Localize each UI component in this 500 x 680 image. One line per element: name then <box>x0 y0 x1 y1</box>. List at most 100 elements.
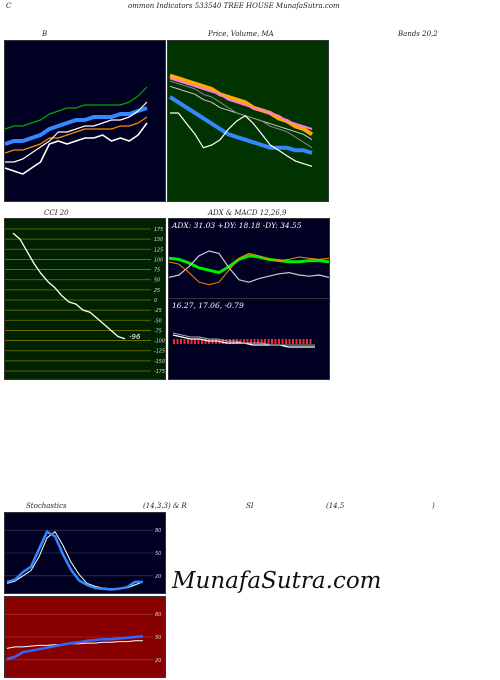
macd-histogram-bar <box>288 339 291 344</box>
price-ma-chart <box>168 73 314 167</box>
macd-histogram-bar <box>253 339 256 344</box>
cci-line <box>12 232 126 340</box>
cci-tick-label: 175 <box>154 227 163 233</box>
bollinger-middle-band <box>5 106 148 146</box>
cci-tick-label: 75 <box>154 268 160 274</box>
macd-histogram-bar <box>183 339 186 344</box>
macd-histogram-bar <box>222 339 224 344</box>
bollinger-price-line <box>5 122 148 175</box>
adx-line <box>169 254 329 275</box>
rsi-tick-label: 20 <box>155 658 161 664</box>
stochastics-chart: 80 50 20 <box>5 528 161 591</box>
macd-histogram-bar <box>173 339 175 344</box>
header-left: C <box>6 2 12 10</box>
macd-histogram-bar <box>204 339 207 344</box>
cci-tick-label: -150 <box>154 359 165 365</box>
cci-tick-label: -75 <box>154 328 162 334</box>
cci-tick-label: -175 <box>154 369 165 375</box>
macd-histogram-bar <box>257 339 259 344</box>
macd-histogram-bar <box>246 339 249 344</box>
rsi-tick-label: 80 <box>155 612 161 618</box>
macd-histogram-bar <box>278 339 280 344</box>
stoch-tick-label: 20 <box>155 574 161 580</box>
bollinger-lower-band <box>5 116 148 154</box>
header-title: ommon Indicators 533540 TREE HOUSE Munaf… <box>128 2 340 10</box>
rsi-chart: 80 50 20 <box>5 612 161 664</box>
cci-tick-label: -100 <box>154 339 165 345</box>
rsi-line <box>6 634 144 661</box>
stoch-title-a: Stochastics <box>26 502 67 510</box>
macd-histogram-bar <box>281 339 284 344</box>
price-ma-50 <box>169 80 313 149</box>
macd-histogram-bar <box>197 339 200 344</box>
cci-tick-label: 125 <box>154 247 163 253</box>
price-close-line <box>170 112 313 167</box>
stoch-title-b: (14,3,3) & R <box>143 502 187 510</box>
macd-readout: 16.27, 17.06, -0.79 <box>172 301 244 310</box>
macd-histogram-bar <box>295 339 298 344</box>
macd-histogram-bar <box>306 339 308 344</box>
stoch-tick-label: 80 <box>155 528 161 534</box>
macd-histogram-bar <box>274 339 277 344</box>
macd-histogram-bar <box>243 339 245 344</box>
macd-histogram-bar <box>250 339 252 344</box>
cci-tick-label: -50 <box>154 318 162 324</box>
cci-tick-label: 25 <box>154 288 160 294</box>
price-ma-panel <box>167 40 329 202</box>
macd-histogram-bar <box>302 339 305 344</box>
macd-histogram-bar <box>267 339 270 344</box>
macd-histogram-bar <box>299 339 301 344</box>
bollinger-chart <box>5 86 148 175</box>
cci-title: CCI 20 <box>44 209 69 217</box>
macd-chart <box>172 332 315 348</box>
stoch-title-d: (14,5 <box>326 502 345 510</box>
cci-chart: 175 150 125 100 75 50 25 0 -25 -50 -75 -100 -125 -150… <box>5 227 165 375</box>
macd-histogram-bar <box>239 339 242 344</box>
stoch-title-c: SI <box>246 502 254 510</box>
cci-tick-label: 0 <box>154 298 157 304</box>
brand-watermark: MunafaSutra.com <box>172 568 382 594</box>
macd-histogram-bar <box>201 339 203 344</box>
cci-tick-label: 100 <box>154 257 163 263</box>
macd-histogram-bar <box>180 339 182 344</box>
rsi-panel: 80 50 20 <box>4 596 166 678</box>
cci-tick-label: 150 <box>154 237 163 243</box>
macd-histogram-bar <box>264 339 266 344</box>
stoch-d-line <box>6 530 143 591</box>
stochastics-panel: 80 50 20 <box>4 512 166 594</box>
bollinger-panel <box>4 40 166 202</box>
rsi-tick-label: 50 <box>155 635 161 641</box>
macd-signal-line <box>172 332 315 346</box>
cci-panel: 175 150 125 100 75 50 25 0 -25 -50 -75 -100 -125 -150… <box>4 218 166 380</box>
bollinger-title: B <box>42 30 48 38</box>
stoch-k-line <box>6 531 144 590</box>
adx-macd-title: ADX & MACD 12,26,9 <box>208 209 287 217</box>
bollinger-ma-line <box>5 101 148 163</box>
stoch-title-e: ) <box>432 502 435 510</box>
macd-histogram-bar <box>176 339 179 344</box>
macd-histogram-bar <box>194 339 196 344</box>
cci-tick-label: -25 <box>154 308 162 314</box>
price-ma-200 <box>169 77 313 130</box>
macd-histogram-bar <box>187 339 189 344</box>
macd-histogram-bar <box>260 339 263 344</box>
macd-histogram-bar <box>285 339 287 344</box>
cci-value-label: -96 <box>129 333 141 341</box>
minus-di-line <box>169 252 329 286</box>
price-ma-100 <box>169 85 313 141</box>
macd-panel: 16.27, 17.06, -0.79 <box>168 298 330 380</box>
adx-readout: ADX: 31.03 +DY: 18.18 -DY: 34.55 <box>172 221 302 230</box>
adx-panel: ADX: 31.03 +DY: 18.18 -DY: 34.55 <box>168 218 330 300</box>
cci-tick-label: 50 <box>154 278 160 284</box>
price-ma-20 <box>168 95 313 155</box>
macd-histogram-bar <box>190 339 193 344</box>
adx-chart <box>169 250 329 286</box>
macd-histogram-bar <box>271 339 273 344</box>
bollinger-upper-band <box>5 86 148 130</box>
macd-histogram-bar <box>309 339 312 344</box>
macd-histogram-bar <box>292 339 294 344</box>
stoch-tick-label: 50 <box>155 551 161 557</box>
price-title: Price, Volume, MA <box>208 30 274 38</box>
cci-tick-label: -125 <box>154 349 165 355</box>
bands-title: Bands 20,2 <box>398 30 438 38</box>
